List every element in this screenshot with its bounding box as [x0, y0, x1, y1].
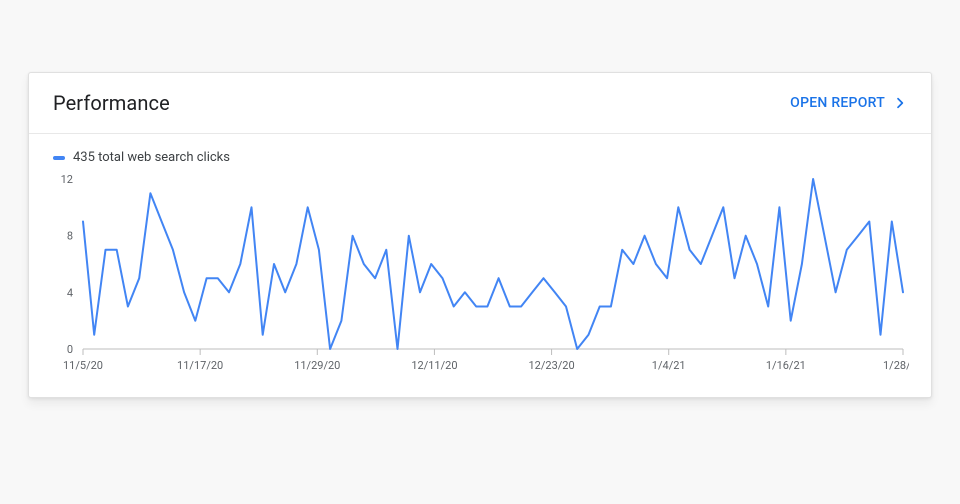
svg-text:11/17/20: 11/17/20 [177, 359, 223, 372]
chart-legend: 435 total web search clicks [29, 134, 931, 169]
card-title: Performance [53, 91, 170, 115]
open-report-button[interactable]: OPEN REPORT [790, 95, 907, 111]
svg-text:1/4/21: 1/4/21 [652, 359, 686, 372]
svg-text:1/28/21: 1/28/21 [883, 359, 909, 372]
svg-text:8: 8 [67, 230, 73, 243]
chevron-right-icon [893, 96, 907, 110]
clicks-line-chart: 0 4 8 12 11/5/20 11/17/20 11/29/20 12/11/20 12/2… [53, 169, 909, 375]
card-header: Performance OPEN REPORT [29, 73, 931, 134]
svg-text:1/16/21: 1/16/21 [766, 359, 806, 372]
performance-card: Performance OPEN REPORT 435 total web se… [28, 72, 932, 398]
page-root: Performance OPEN REPORT 435 total web se… [0, 0, 960, 504]
svg-text:12/23/20: 12/23/20 [528, 359, 574, 372]
legend-swatch [53, 156, 65, 160]
legend-label: 435 total web search clicks [73, 150, 230, 165]
svg-text:11/5/20: 11/5/20 [63, 359, 103, 372]
svg-text:12: 12 [61, 173, 73, 186]
svg-text:0: 0 [67, 343, 73, 356]
svg-text:4: 4 [67, 286, 73, 299]
svg-text:12/11/20: 12/11/20 [411, 359, 457, 372]
chart-container: 0 4 8 12 11/5/20 11/17/20 11/29/20 12/11/20 12/2… [29, 169, 931, 397]
open-report-label: OPEN REPORT [790, 95, 885, 111]
svg-text:11/29/20: 11/29/20 [294, 359, 340, 372]
